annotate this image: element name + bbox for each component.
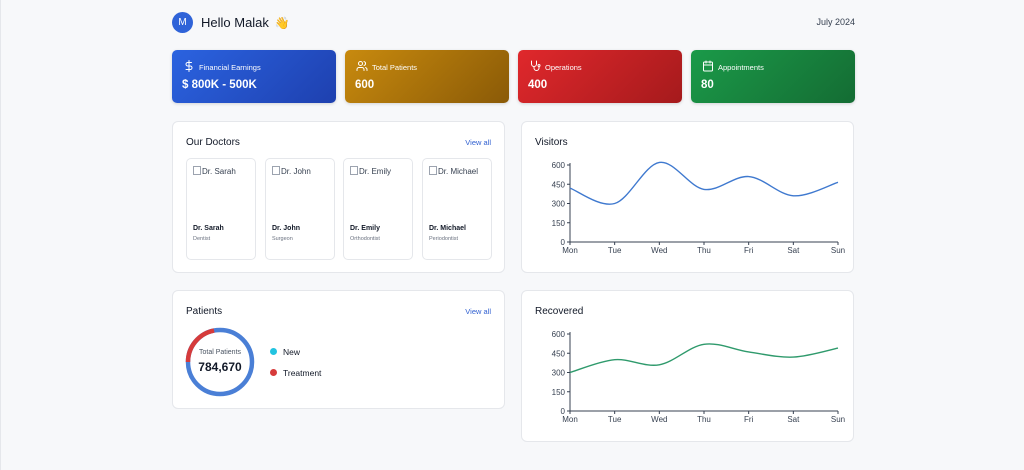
doctors-view-all-link[interactable]: View all	[465, 138, 491, 147]
x-tick-label: Wed	[651, 415, 667, 424]
x-tick-label: Wed	[651, 246, 667, 255]
y-tick-label: 0	[561, 238, 566, 247]
doctor-role: Dentist	[193, 236, 211, 242]
donut-segment-treatment	[185, 327, 255, 397]
doctor-photo-broken: Dr. Emily	[350, 166, 391, 176]
doctor-name: Dr. Emily	[350, 225, 380, 232]
recovered-card: Recovered 0 150 300 450 600 Mon Tue Wed Thu Fri Sa…	[521, 290, 854, 442]
x-tick-label: Tue	[608, 415, 622, 424]
x-tick-label: Fri	[744, 415, 754, 424]
series-line	[569, 343, 839, 374]
patients-donut-chart	[185, 327, 255, 397]
doctor-role: Surgeon	[272, 236, 293, 242]
stat-label: Appointments	[718, 63, 764, 72]
users-icon	[356, 61, 368, 71]
dollar-icon	[185, 60, 193, 72]
y-tick-label: 300	[552, 200, 566, 209]
x-tick-label: Fri	[744, 246, 754, 255]
waving-hand-icon: 👋	[274, 16, 290, 30]
doctor-name: Dr. John	[272, 225, 301, 232]
stat-value: $ 800K - 500K	[182, 79, 257, 91]
doctor-photo-broken: Dr. Michael	[429, 166, 478, 176]
doctor-card[interactable]: Dr. John Dr. John Surgeon	[265, 158, 335, 260]
doctor-photo-broken: Dr. John	[272, 166, 311, 176]
doctor-role: Orthodontist	[350, 236, 380, 242]
legend-item-new: New	[270, 347, 300, 357]
x-tick-label: Mon	[562, 415, 578, 424]
header: M Hello Malak 👋 July 2024	[172, 12, 855, 36]
stat-card-total-patients[interactable]: Total Patients 600	[345, 50, 509, 103]
recovered-line-chart: 0 150 300 450 600 Mon Tue Wed Thu Fri Sat Sun	[552, 330, 845, 424]
donut-total-value: 784,670	[198, 360, 242, 374]
x-tick-label: Sat	[787, 415, 800, 424]
y-tick-label: 150	[552, 388, 566, 397]
y-tick-label: 450	[552, 349, 566, 358]
doctors-card: Our Doctors View all Dr. Sarah Dr. Sarah…	[172, 121, 505, 273]
avatar[interactable]: M	[172, 12, 193, 33]
stat-card-operations[interactable]: Operations 400	[518, 50, 682, 103]
calendar-icon	[703, 60, 713, 72]
stat-label: Financial Earnings	[199, 63, 261, 72]
x-tick-label: Thu	[697, 415, 711, 424]
doctor-photo-broken: Dr. Sarah	[193, 166, 236, 176]
y-tick-label: 150	[552, 219, 566, 228]
x-tick-label: Sat	[787, 246, 800, 255]
stat-value: 80	[701, 79, 714, 91]
doctor-card[interactable]: Dr. Michael Dr. Michael Periodontist	[422, 158, 492, 260]
donut-total-label: Total Patients	[198, 349, 242, 356]
doctors-title: Our Doctors	[186, 137, 240, 148]
x-tick-label: Mon	[562, 246, 578, 255]
stethoscope-icon	[531, 60, 541, 71]
stat-value: 600	[355, 79, 375, 91]
visitors-title: Visitors	[535, 137, 568, 148]
legend-dot	[270, 348, 277, 355]
visitors-card: Visitors 0 150 300 450 600 Mon Tue Wed Thu Fri Sat…	[521, 121, 854, 273]
greeting: Hello Malak 👋	[201, 15, 290, 30]
visitors-line-chart: 0 150 300 450 600 Mon Tue Wed Thu Fri Sat Sun	[552, 161, 845, 255]
legend-label: New	[283, 347, 301, 357]
greeting-text: Hello Malak	[201, 15, 269, 30]
y-tick-label: 300	[552, 369, 566, 378]
legend-label: Treatment	[283, 368, 322, 378]
legend-item-treatment: Treatment	[270, 368, 321, 378]
stat-card-appointments[interactable]: Appointments 80	[691, 50, 855, 103]
doctor-card[interactable]: Dr. Emily Dr. Emily Orthodontist	[343, 158, 413, 260]
x-tick-label: Tue	[608, 246, 622, 255]
current-date: July 2024	[816, 17, 855, 27]
stat-label: Operations	[545, 63, 582, 72]
series-line	[569, 161, 839, 205]
patients-title: Patients	[186, 306, 223, 317]
y-tick-label: 600	[552, 330, 566, 339]
y-tick-label: 450	[552, 180, 566, 189]
x-tick-label: Thu	[697, 246, 711, 255]
doctor-card[interactable]: Dr. Sarah Dr. Sarah Dentist	[186, 158, 256, 260]
recovered-title: Recovered	[535, 306, 584, 317]
patients-view-all-link[interactable]: View all	[465, 307, 491, 316]
patients-card: Patients View all Total Patients 784,670…	[172, 290, 505, 409]
y-tick-label: 0	[561, 407, 566, 416]
doctor-role: Periodontist	[429, 236, 459, 242]
x-tick-label: Sun	[831, 246, 845, 255]
stat-label: Total Patients	[372, 63, 418, 72]
doctor-name: Dr. Sarah	[193, 225, 224, 232]
doctor-name: Dr. Michael	[429, 225, 466, 232]
stat-card-financial-earnings[interactable]: Financial Earnings $ 800K - 500K	[172, 50, 336, 103]
legend-dot	[270, 369, 277, 376]
y-tick-label: 600	[552, 161, 566, 170]
x-tick-label: Sun	[831, 415, 845, 424]
stat-value: 400	[528, 79, 548, 91]
